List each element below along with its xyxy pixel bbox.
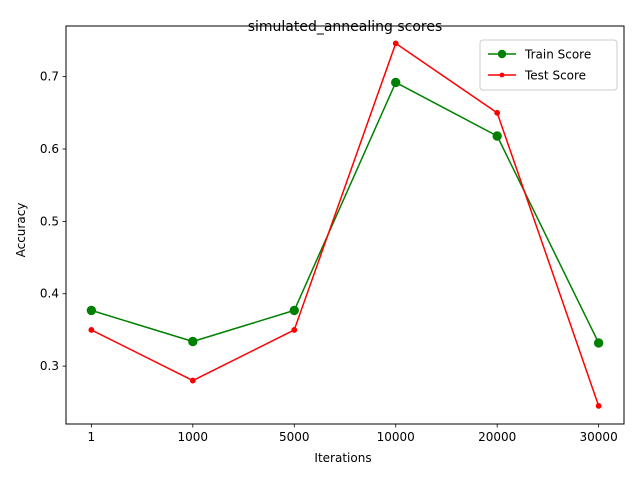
x-tick-label: 30000 <box>580 430 618 444</box>
test-point <box>494 109 501 116</box>
legend: Train Score Test Score <box>479 39 618 91</box>
x-tick-label: 10000 <box>377 430 415 444</box>
test-point <box>291 327 298 333</box>
test-point <box>189 377 196 384</box>
legend-label-test: Test Score <box>524 69 586 83</box>
train-point <box>492 131 502 141</box>
y-tick-label: 0.3 <box>40 359 59 373</box>
legend-box <box>479 39 618 91</box>
train-point <box>391 77 401 88</box>
test-point <box>392 40 399 47</box>
chart-title: simulated_annealing scores <box>248 19 443 35</box>
plot-frame <box>65 25 625 425</box>
train-point <box>593 338 604 348</box>
train-point <box>188 336 198 347</box>
train-point <box>289 305 299 316</box>
test-point <box>88 327 95 333</box>
y-tick-label: 0.6 <box>40 142 59 156</box>
x-tick-label: 1 <box>88 430 96 444</box>
legend-marker-train <box>497 49 507 59</box>
x-tick-label: 1000 <box>178 430 209 444</box>
x-tick-label: 5000 <box>279 430 310 444</box>
y-tick-label: 0.5 <box>40 214 59 228</box>
y-tick-label: 0.4 <box>40 287 59 301</box>
legend-marker-test <box>499 72 505 78</box>
y-axis-label: Accuracy <box>14 203 28 258</box>
legend-label-train: Train Score <box>524 48 591 62</box>
series-line-train <box>91 81 600 344</box>
x-axis-label: Iterations <box>314 451 371 465</box>
train-point <box>86 305 97 316</box>
plot-area: 1 1000 5000 10000 20000 30000 0.3 0.4 0.5 0.6 0.7 <box>40 25 625 444</box>
test-point <box>595 403 602 409</box>
x-tick-label: 20000 <box>478 430 516 444</box>
y-tick-label: 0.7 <box>40 70 59 84</box>
series-line-test <box>91 42 600 407</box>
